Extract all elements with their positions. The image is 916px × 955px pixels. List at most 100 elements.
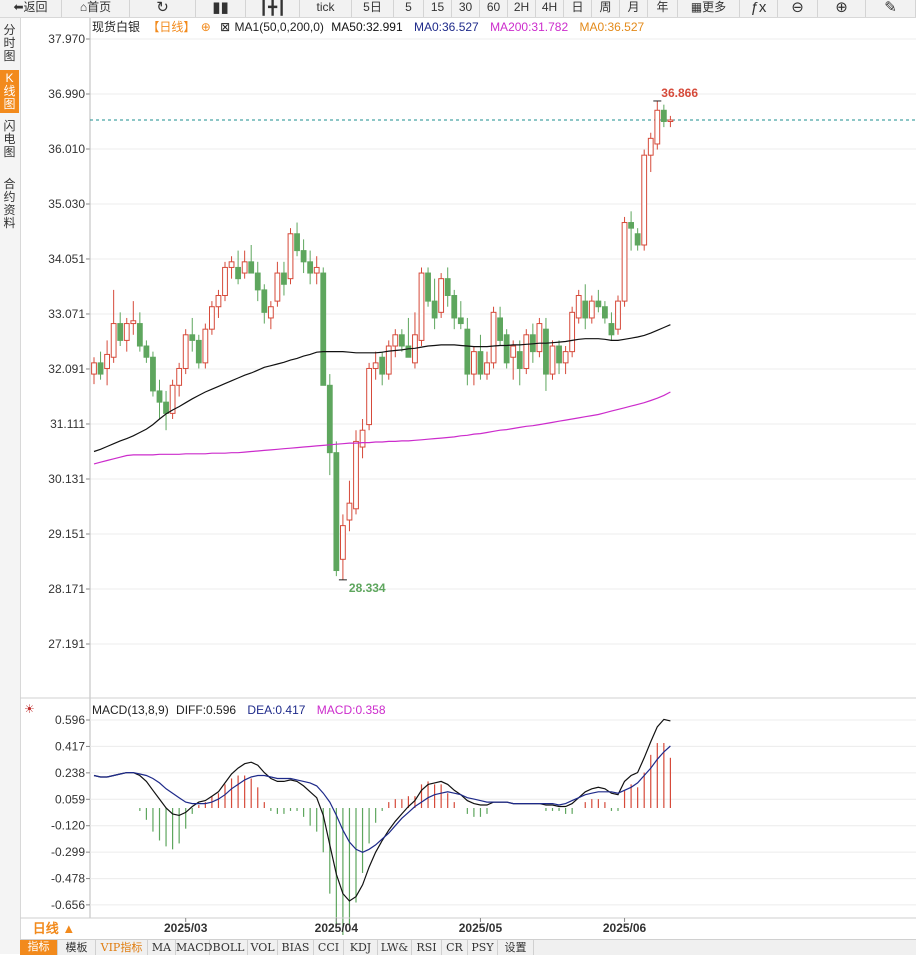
indicator-tab[interactable]: CCI	[314, 940, 344, 955]
candle-body	[490, 311, 497, 364]
candle	[241, 250, 248, 279]
candle-body	[313, 266, 320, 274]
indicator-tab[interactable]: 模板	[58, 940, 96, 955]
candle	[215, 289, 222, 318]
indicator-tab[interactable]: LW&	[378, 940, 412, 955]
candle	[372, 351, 379, 380]
candle	[320, 267, 327, 386]
indicator-tab[interactable]: PSY	[468, 940, 498, 955]
candle-body	[667, 119, 674, 123]
candle	[104, 340, 110, 386]
candle	[634, 228, 641, 251]
candle	[660, 104, 667, 128]
toolbar-item-label-7[interactable]: 5	[394, 0, 424, 17]
candle-body	[457, 317, 464, 325]
candle	[182, 329, 189, 375]
toolbar-item-candlestick-icon[interactable]: ┃╋┃	[246, 0, 300, 17]
candle-body	[549, 345, 556, 375]
candle	[516, 340, 523, 386]
toolbar-label: 日	[571, 0, 584, 14]
candle-body	[320, 272, 327, 386]
sidebar-item-0[interactable]: 分时图	[3, 23, 16, 63]
y-tick-label: 28.171	[48, 582, 85, 596]
candle-body	[425, 272, 431, 302]
indicator-tab[interactable]: MACD	[176, 940, 213, 955]
indicator-tab[interactable]: MA	[148, 940, 176, 955]
candle	[444, 267, 451, 307]
indicator-tab[interactable]: CR	[442, 940, 468, 955]
indicator-tab[interactable]: VIP指标	[96, 940, 148, 955]
toolbar-item-label-6[interactable]: 5日	[352, 0, 394, 17]
candle-body	[543, 328, 549, 375]
candle-body	[556, 345, 562, 364]
toolbar-item-label-0[interactable]: ⬅返回	[0, 0, 62, 17]
macd-tick-label: -0.120	[51, 819, 85, 833]
candle-body	[451, 295, 458, 319]
macd-lines	[93, 718, 671, 902]
toolbar-item-zoom-in-icon[interactable]: ⊕	[818, 0, 866, 17]
macd-label: MACD(13,8,9)	[92, 703, 169, 717]
toolbar-item-label-14[interactable]: 周	[592, 0, 620, 17]
macd-settings-icon[interactable]: ☀	[24, 702, 35, 716]
candle	[431, 278, 438, 330]
x-tick-label: 2025/03	[164, 921, 208, 935]
toolbar-item-label-1[interactable]: ⌂首页	[62, 0, 130, 17]
indicator-tab[interactable]: VOL	[248, 940, 278, 955]
sidebar-item-2[interactable]: 闪电图	[3, 119, 16, 159]
price-annotations: 36.866 28.334	[338, 86, 698, 595]
candle	[562, 346, 569, 375]
toolbar-item-label-15[interactable]: 月	[620, 0, 648, 17]
candle	[471, 346, 477, 386]
back-arrow-icon: ⬅	[13, 0, 24, 14]
main-y-axis: 37.970 36.990 36.010 35.030 34.051 33.071 32.0…	[20, 18, 916, 918]
toolbar-item-refresh-icon[interactable]: ↻	[130, 0, 196, 17]
sidebar-item-3[interactable]: 合约资料	[3, 177, 16, 230]
indicator-tab[interactable]: 设置	[498, 940, 534, 955]
candle-body	[444, 278, 451, 297]
toolbar-label: 5	[405, 0, 412, 14]
indicator-tab[interactable]: KDJ	[344, 940, 378, 955]
ma200-line	[93, 391, 671, 465]
toolbar-item-label-16[interactable]: 年	[648, 0, 678, 17]
period-tag: 【日线】	[147, 20, 195, 34]
candle-body	[484, 362, 490, 375]
macd-tick-label: 0.238	[55, 766, 85, 780]
candle-body	[588, 300, 595, 319]
indicator-tab[interactable]: RSI	[412, 940, 442, 955]
toolbar-item-label-11[interactable]: 2H	[508, 0, 536, 17]
candle-body	[222, 266, 228, 297]
candle-body	[261, 289, 268, 313]
toolbar-item-label-5[interactable]: tick	[300, 0, 352, 17]
toolbar-item-label-13[interactable]: 日	[564, 0, 592, 17]
toolbar-item-bar-chart-icon[interactable]: ▮▮	[196, 0, 246, 17]
toolbar-item-label-10[interactable]: 60	[480, 0, 508, 17]
indicator-tab[interactable]: BOLL	[210, 940, 248, 955]
x-tick-label: 2025/04	[315, 921, 359, 935]
toolbar-item-label-12[interactable]: 4H	[536, 0, 564, 17]
ma-lines	[93, 324, 671, 465]
candle-body	[602, 306, 608, 319]
macd-histogram	[139, 743, 672, 935]
high-price-label: 36.866	[661, 86, 698, 100]
candle	[588, 295, 595, 324]
toolbar-item-fx-icon[interactable]: ƒx	[740, 0, 778, 17]
candle-body	[91, 362, 97, 375]
period-selector-button[interactable]: 日线 ▲	[32, 921, 76, 936]
indicator-tab[interactable]: 指标	[20, 940, 58, 955]
candle-body	[235, 266, 241, 280]
toolbar-item-label-17[interactable]: ▦更多	[678, 0, 740, 17]
indicator-tab[interactable]: BIAS	[278, 940, 314, 955]
candle-body	[254, 272, 261, 291]
candle	[641, 149, 648, 251]
grid-icon: ▦	[690, 0, 703, 14]
candle-body	[176, 367, 183, 386]
toolbar-item-label-9[interactable]: 30	[452, 0, 480, 17]
candle	[313, 256, 320, 285]
candle	[523, 329, 530, 375]
toolbar-item-zoom-out-icon[interactable]: ⊖	[778, 0, 818, 17]
toolbar-label: 月	[627, 0, 640, 14]
candle-body	[340, 525, 346, 560]
toolbar-item-label-8[interactable]: 15	[424, 0, 452, 17]
candle	[575, 289, 582, 324]
